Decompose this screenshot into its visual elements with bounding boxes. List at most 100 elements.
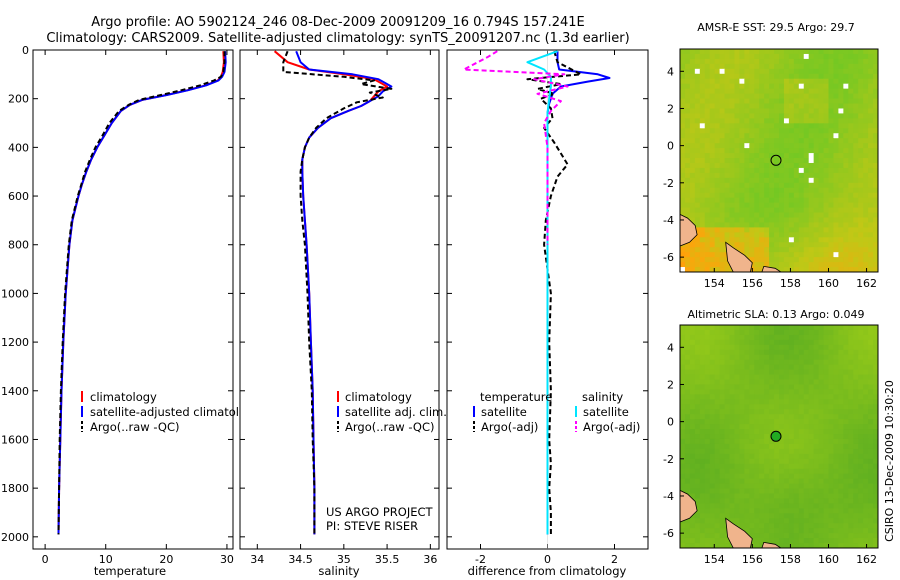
sla-map-cell (769, 359, 775, 366)
sla-map-cell (793, 463, 800, 470)
sst-map-cell (868, 78, 874, 85)
sla-map-cell (798, 359, 805, 366)
sst-map-cell (828, 187, 834, 194)
sst-map-cell (699, 222, 706, 228)
sst-map-cell (694, 128, 701, 134)
sla-map-cell (843, 429, 849, 435)
sla-map-cell (823, 523, 829, 529)
sla-map-cell (724, 468, 730, 475)
sst-map-cell (848, 49, 854, 55)
sst-map-cell (833, 128, 839, 134)
sst-map-cell (868, 108, 874, 114)
sla-map-cell (808, 493, 815, 499)
sla-map-cell (684, 349, 691, 356)
sst-map-cell (744, 252, 750, 258)
sla-map-cell (808, 443, 815, 450)
sla-map-cell (779, 354, 785, 361)
sst-map-cell (704, 93, 711, 100)
sst-map-cell (729, 207, 735, 214)
sla-map-cell (828, 518, 834, 524)
sst-map-cell (798, 93, 805, 100)
sla-map-cell (694, 493, 701, 499)
sst-map-cell (734, 78, 740, 85)
sst-map-cell (779, 118, 785, 124)
sst-map-cell (714, 222, 721, 228)
sst-map-cell (714, 197, 721, 204)
sla-map-cell (858, 533, 864, 539)
sst-map-cell (754, 167, 760, 174)
sla-map-cell (734, 448, 740, 455)
sla-map-cell (858, 389, 864, 395)
sla-map-cell (714, 443, 721, 450)
sla-map-cell (868, 434, 874, 440)
sla-map-cell (808, 384, 815, 390)
sla-map-cell (719, 344, 726, 351)
sst-map-cell (764, 167, 770, 174)
sla-map-cell (709, 513, 716, 519)
sla-map-ytick-label: 4 (667, 341, 674, 354)
sst-map-cell (828, 222, 834, 228)
sla-map-cell (729, 414, 735, 420)
sst-map-cell (843, 217, 849, 223)
sla-map-cell (724, 399, 730, 405)
sst-map-cell (853, 98, 859, 105)
sst-map-cell (868, 187, 874, 194)
sla-map-cell (788, 443, 795, 450)
sla-map-cell (833, 528, 839, 534)
sla-map-cell (749, 329, 755, 336)
sla-map-cell (699, 468, 706, 475)
sst-map-cell (689, 153, 696, 159)
sst-map-cell (868, 182, 874, 189)
sst-map-cell (684, 267, 691, 273)
sla-map-cell (818, 409, 825, 415)
sst-map-cell (714, 158, 721, 164)
sla-map-cell (689, 448, 696, 455)
sla-map-cell (774, 468, 780, 475)
sla-map-cell (873, 518, 879, 524)
sst-map-cell (694, 182, 701, 189)
sst-map-cell (813, 187, 820, 194)
sla-map-cell (793, 533, 800, 539)
sla-map-cell (709, 478, 716, 485)
sla-map-cell (858, 438, 864, 445)
sst-map-frame (679, 48, 879, 273)
sst-map-cell (684, 113, 691, 119)
sst-map-cell (744, 103, 750, 109)
sst-map-cell (739, 242, 745, 248)
sla-map-cell (823, 498, 829, 504)
sst-map-cell (739, 78, 745, 85)
sla-map-cell (779, 329, 785, 336)
difference-legend-sargo: Argo(-adj) (583, 420, 640, 434)
sst-map-cell (813, 78, 820, 85)
sst-map-cell (873, 182, 879, 189)
sst-map-cell (734, 103, 740, 109)
sla-map-cell (783, 344, 790, 351)
sla-map-cell (709, 463, 716, 470)
sst-map-cell (734, 123, 740, 129)
sst-map-cell (828, 227, 834, 233)
sst-map-cell (734, 113, 740, 119)
sst-map-cell (754, 217, 760, 223)
sla-map-cell (808, 364, 815, 371)
sla-map-cell (779, 419, 785, 425)
sla-map-cell (719, 483, 726, 490)
sst-map-cell (694, 83, 701, 90)
sst-map-cell (754, 73, 760, 80)
sla-map-cell (848, 503, 854, 509)
sla-map-cell (783, 325, 790, 331)
sla-map-cell (783, 513, 790, 519)
sst-map-cell (798, 148, 805, 154)
sst-map-cell (823, 83, 829, 90)
sla-map-cell (774, 473, 780, 480)
sst-map-cell (828, 257, 834, 263)
sst-map-cell (694, 172, 701, 179)
sla-map-cell (863, 339, 869, 346)
sst-map-cell (818, 237, 825, 243)
sla-map-cell (694, 349, 701, 356)
sla-map-cell (843, 374, 849, 381)
sla-map-cell (680, 538, 686, 544)
sla-map-cell (749, 344, 755, 351)
sst-map-cell (853, 68, 859, 75)
sla-map-cell (704, 329, 711, 336)
sst-map-cell (689, 252, 696, 258)
